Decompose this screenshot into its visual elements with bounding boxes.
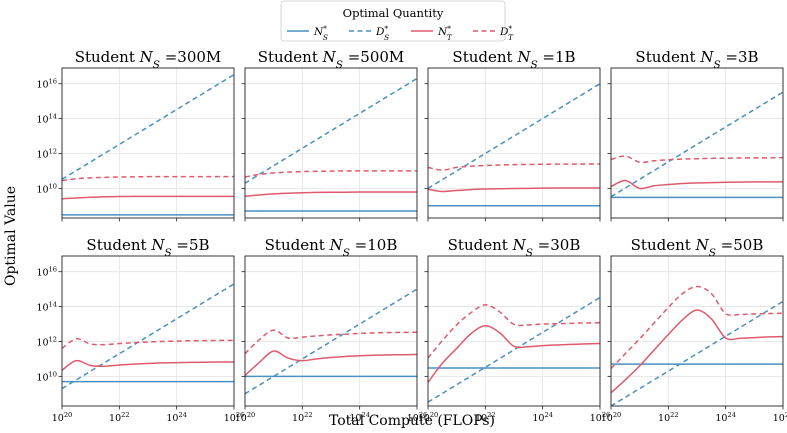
- x-tick-label: 1020: [418, 411, 439, 424]
- y-tick-label: 1014: [36, 301, 57, 314]
- series-line-NT: [428, 187, 600, 193]
- y-tick-label: 1012: [36, 147, 57, 160]
- y-tick-label: 1010: [36, 182, 57, 195]
- legend-label-DS: D* S: [375, 24, 389, 42]
- series-line-DS: [428, 296, 600, 403]
- x-tick-label: 1024: [349, 411, 370, 424]
- panel-1: 1010 1012 1014 1016 Student NS =300M: [36, 48, 235, 222]
- series-line-DT: [245, 329, 417, 355]
- panel-frame: [61, 67, 235, 219]
- y-tick-label: 1012: [36, 335, 57, 348]
- series-line-NT: [62, 359, 234, 371]
- x-tick-label: 1020: [601, 411, 622, 424]
- panel-8: 1020 1022 1024 1026 Student NS =50B: [601, 236, 787, 424]
- x-tick-label: 1022: [292, 411, 313, 424]
- series-line-NT: [428, 325, 600, 383]
- panel-frame: [61, 255, 235, 407]
- y-tick-label: 1010: [36, 370, 57, 383]
- legend: Optimal Quantity N* S D* S N* T D* T: [280, 0, 514, 42]
- x-tick-label: 1024: [166, 411, 187, 424]
- panel-frame: [244, 255, 418, 407]
- x-tick-label: 1026: [773, 411, 787, 424]
- panel-title: Student NS =3B: [635, 48, 758, 71]
- panel-title: Student NS =1B: [452, 48, 575, 71]
- legend-label-NT: N* T: [437, 24, 453, 42]
- legend-box: [280, 0, 506, 42]
- y-tick-label: 1016: [36, 78, 57, 91]
- x-tick-label: 1026: [407, 411, 428, 424]
- panel-title: Student NS =5B: [86, 236, 209, 259]
- panel-frame: [427, 255, 601, 407]
- x-tick-label: 1026: [590, 411, 611, 424]
- series-line-DS: [62, 283, 234, 390]
- x-tick-label: 1022: [658, 411, 679, 424]
- series-line-NT: [245, 350, 417, 377]
- y-axis-label: Optimal Value: [3, 186, 19, 286]
- x-tick-label: 1020: [52, 411, 73, 424]
- x-tick-label: 1022: [475, 411, 496, 424]
- legend-label-NS: N* S: [313, 24, 328, 42]
- panel-title: Student NS =10B: [265, 236, 398, 259]
- panel-3: Student NS =1B: [424, 48, 601, 222]
- panel-title: Student NS =30B: [448, 236, 581, 259]
- panel-5: 1020 1022 1024 1026 1010 1012 1014 1016 Student …: [36, 236, 244, 424]
- series-line-DT: [611, 285, 783, 370]
- series-line-DS: [428, 83, 600, 189]
- series-line-DT: [611, 155, 783, 164]
- series-line-DS: [245, 77, 417, 184]
- x-axis-label: Total Compute (FLOPs): [329, 413, 495, 429]
- series-line-NT: [611, 309, 783, 394]
- series-line-DT: [62, 338, 234, 350]
- panel-2: Student NS =500M: [241, 48, 418, 222]
- panel-frame: [427, 67, 601, 219]
- series-line-NT: [611, 179, 783, 190]
- panel-frame: [244, 67, 418, 219]
- panel-title: Student NS =50B: [631, 236, 764, 259]
- y-tick-label: 1014: [36, 113, 57, 126]
- series-line-DT: [428, 304, 600, 359]
- x-tick-label: 1024: [532, 411, 553, 424]
- x-tick-label: 1026: [224, 411, 245, 424]
- series-line-DT: [62, 175, 234, 182]
- series-line-NT: [62, 195, 234, 200]
- series-line-DT: [428, 163, 600, 171]
- series-line-DT: [245, 170, 417, 178]
- panel-title: Student NS =500M: [258, 48, 405, 71]
- x-tick-label: 1020: [235, 411, 256, 424]
- panel-7: 1020 1022 1024 1026 Student NS =30B: [418, 236, 611, 424]
- series-line-NT: [245, 191, 417, 197]
- series-line-DS: [611, 300, 783, 406]
- panel-title: Student NS =300M: [75, 48, 222, 71]
- series-line-DS: [62, 73, 234, 180]
- legend-title: Optimal Quantity: [343, 6, 444, 20]
- x-tick-label: 1024: [715, 411, 736, 424]
- panel-frame: [610, 67, 784, 219]
- panel-frame: [610, 255, 784, 407]
- panel-4: Student NS =3B: [607, 48, 784, 222]
- legend-label-DT: D* T: [499, 24, 514, 42]
- series-line-DS: [611, 91, 783, 198]
- panel-6: 1020 1022 1024 1026 Student NS =10B: [235, 236, 428, 424]
- y-tick-label: 1016: [36, 266, 57, 279]
- x-tick-label: 1022: [109, 411, 130, 424]
